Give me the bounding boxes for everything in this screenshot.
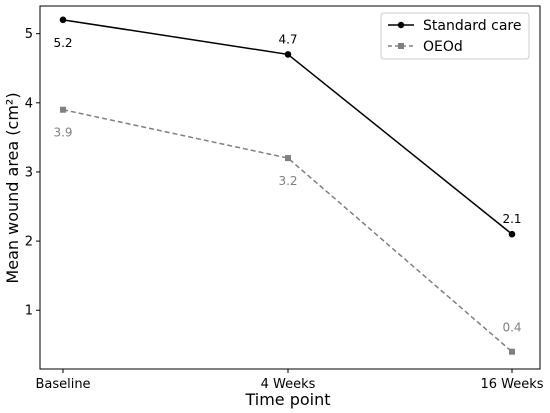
legend-label-oeod: OEOd [423, 39, 463, 55]
legend-marker-oeod [398, 43, 404, 49]
data-label-oeod: 3.9 [53, 126, 72, 140]
legend: Standard care OEOd [380, 12, 530, 60]
x-tick-label: Baseline [35, 377, 90, 392]
data-label-standard-care: 2.1 [502, 212, 521, 226]
data-label-standard-care: 5.2 [53, 36, 72, 50]
y-tick-label: 4 [25, 96, 33, 111]
y-tick-label: 1 [25, 304, 33, 319]
data-label-oeod: 0.4 [502, 321, 521, 335]
data-point-oeod [509, 348, 515, 355]
x-tick-label: 4 Weeks [261, 377, 316, 392]
y-tick-label: 5 [25, 27, 33, 42]
data-label-standard-care: 4.7 [278, 32, 297, 46]
legend-box [380, 12, 530, 60]
data-point-oeod [285, 155, 291, 162]
axes: 1 2 3 4 5 Baseline 4 Weeks 16 Weeks [25, 27, 544, 392]
x-tick-label: 16 Weeks [480, 377, 543, 392]
data-point-standard-care [59, 16, 67, 24]
data-point-standard-care [508, 230, 516, 238]
x-axis-title: Time point [244, 390, 330, 409]
y-axis-title: Mean wound area (cm²) [3, 92, 22, 283]
data-point-oeod [60, 106, 66, 113]
legend-marker-standard-care [397, 21, 405, 29]
y-tick-label: 3 [25, 165, 33, 180]
data-point-standard-care [284, 51, 292, 58]
legend-label-standard-care: Standard care [423, 18, 521, 34]
data-labels: 5.2 4.7 2.1 3.9 3.2 0.4 [53, 32, 521, 334]
data-label-oeod: 3.2 [278, 174, 297, 188]
plot-frame [39, 5, 541, 370]
series-line-oeod [62, 108, 513, 353]
series-layer [59, 16, 516, 355]
y-tick-label: 2 [25, 235, 33, 250]
